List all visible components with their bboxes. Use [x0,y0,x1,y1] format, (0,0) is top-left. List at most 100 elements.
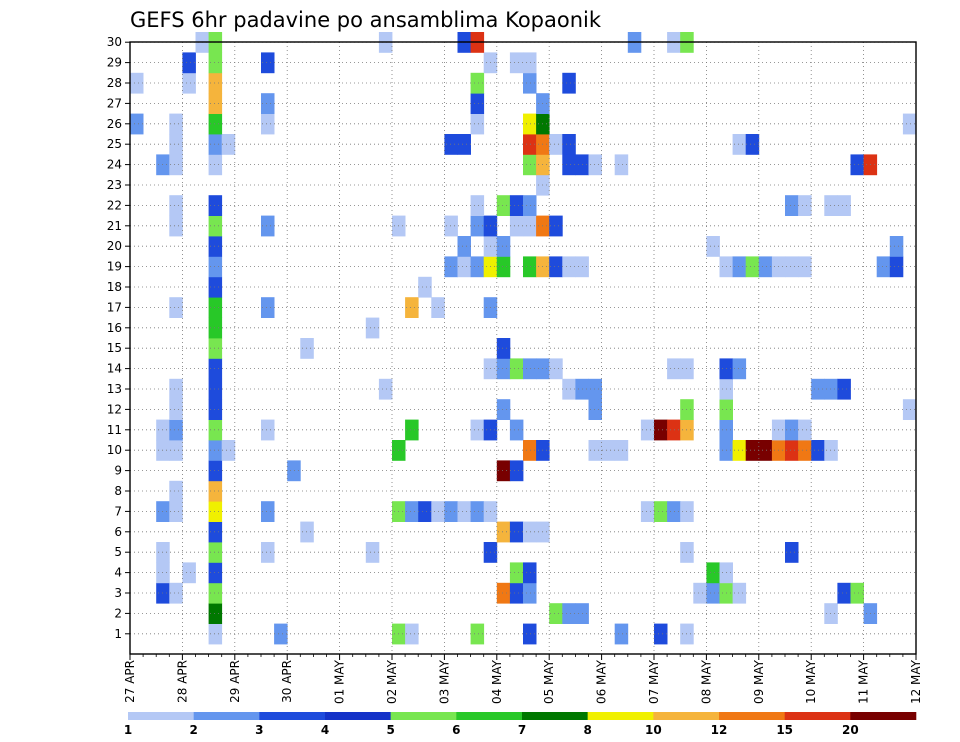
precip-cell [405,419,419,441]
precip-cell [654,419,668,441]
precip-cell [509,419,524,441]
precip-cell [706,582,720,604]
precip-cell [418,501,432,522]
colorbar-swatch [850,712,917,720]
colorbar-swatch [784,712,851,720]
colorbar-swatch [325,712,391,720]
x-tick-label: 11 MAY [857,659,871,704]
precip-cell [208,317,223,339]
precip-cell [509,215,524,237]
precip-cell [444,215,458,237]
colorbar-label: 2 [189,723,197,737]
precip-cell [509,521,524,543]
precip-cell [470,215,485,237]
precip-cell [549,358,563,380]
precip-cell [549,215,563,237]
precip-cell [824,603,838,624]
precip-cell [850,154,864,176]
precip-cell [509,195,524,216]
precip-cell [549,256,563,278]
precip-cell [562,378,576,400]
precip-cells [130,32,917,645]
precip-cell [549,603,563,624]
precip-cell [405,501,419,522]
precip-cell [208,562,223,584]
precip-cell [732,358,747,380]
precip-cell [169,419,183,441]
y-tick-label: 28 [107,76,122,90]
precip-cell [667,419,681,441]
x-tick-label: 28 APR [175,660,189,703]
precip-cell [837,195,851,216]
precip-cell [130,72,144,94]
precip-cell [758,440,773,461]
precip-cell [785,195,799,216]
precip-cell [732,440,747,461]
precip-cell [732,256,747,278]
precip-cell [785,419,799,441]
precip-cell [457,501,471,522]
precip-cell [208,236,223,257]
precip-cell [208,623,223,645]
precip-cell [876,256,891,278]
colorbar-swatch [456,712,523,720]
precip-cell [523,52,537,74]
precip-cell [208,358,223,380]
colorbar-label: 3 [255,723,263,737]
precip-cell [798,195,812,216]
precip-cell [457,256,471,278]
precip-cell [562,72,576,94]
precip-cell [785,256,799,278]
y-tick-label: 23 [107,178,122,192]
precip-cell [405,623,419,645]
x-tick-label: 06 MAY [595,659,609,704]
precip-cell [837,582,851,604]
colorbar-legend: 1 2 3 4 5 6 7 8 10 12 15 20 [124,712,917,737]
x-tick-label: 08 MAY [699,659,713,704]
x-tick-label: 10 MAY [804,659,818,704]
precip-cell [470,256,485,278]
precip-cell [470,195,485,216]
precip-cell [523,440,537,461]
precip-cell [496,521,511,543]
precip-cell [706,562,720,584]
precip-cell [837,378,851,400]
precip-cell [496,582,511,604]
precip-cell [588,399,602,420]
precip-cell [562,154,576,176]
colorbar-swatch [587,712,654,720]
precip-cell [169,195,183,216]
y-tick-label: 25 [107,137,122,151]
precip-cell [300,521,314,543]
precip-cell [169,440,183,461]
precip-cell [640,419,655,441]
y-tick-label: 21 [107,219,122,233]
precip-cell [208,582,223,604]
precip-cell [208,603,223,624]
precip-cell [208,154,223,176]
precip-cell [182,562,196,584]
precip-cell [588,378,602,400]
precip-cell [824,378,838,400]
y-tick-label: 14 [107,362,122,376]
x-tick-label: 30 APR [280,660,294,703]
precip-cell [365,542,380,563]
y-tick-label: 17 [107,300,122,314]
precip-cell [523,113,537,135]
precip-cell [588,154,602,176]
precip-cell [523,154,537,176]
x-tick-label: 02 MAY [385,659,399,704]
precip-cell [745,256,760,278]
colorbar-label: 5 [386,723,394,737]
precip-cell [169,378,183,400]
grid-lines [130,41,916,654]
precip-cell [208,501,223,522]
precip-cell [221,440,236,461]
colorbar-label: 12 [711,723,728,737]
precip-cell [824,195,838,216]
precip-cell [523,256,537,278]
precip-cell [850,582,864,604]
precip-cell [130,113,144,135]
precip-cell [208,542,223,563]
